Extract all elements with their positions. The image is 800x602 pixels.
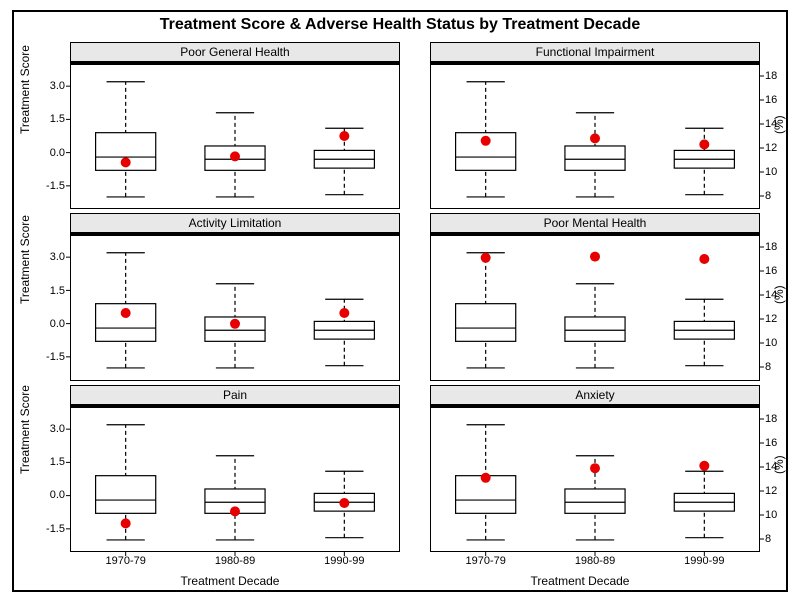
panel-svg [71, 235, 399, 379]
pct-dot [699, 139, 709, 149]
panel-svg [431, 407, 759, 551]
panel-header: Poor General Health [71, 43, 399, 62]
y-left-tick-label: 1.5 [37, 285, 65, 297]
y-left-tick-label: -1.5 [37, 523, 65, 535]
y-right-tick-label: 16 [765, 265, 777, 277]
panel-header: Anxiety [431, 386, 759, 405]
panel-anxiety: Anxiety 810121416181970-791980-891990-99 [430, 385, 760, 552]
pct-dot [481, 136, 491, 146]
panel-svg [71, 407, 399, 551]
y-right-tick-label: 16 [765, 437, 777, 449]
panel-header: Poor Mental Health [431, 214, 759, 233]
panel-functional-impairment: Functional Impairment 81012141618 [430, 42, 760, 209]
y-right-tick-label: 8 [765, 533, 771, 545]
x-axis-label-right: Treatment Decade [420, 574, 740, 588]
pct-dot [481, 253, 491, 263]
y-left-tick-label: 0.0 [37, 318, 65, 330]
pct-dot [339, 308, 349, 318]
box [456, 304, 516, 342]
y-right-tick-label: 16 [765, 94, 777, 106]
y-right-tick-label: 10 [765, 509, 777, 521]
x-tick-label: 1970-79 [96, 555, 156, 567]
box [565, 146, 625, 170]
y-right-tick-label: 14 [765, 289, 777, 301]
pct-dot [121, 157, 131, 167]
x-tick-label: 1980-89 [565, 555, 625, 567]
pct-dot [699, 460, 709, 470]
y-right-tick-label: 10 [765, 166, 777, 178]
pct-dot [590, 133, 600, 143]
box [96, 475, 156, 513]
panel-plot: -1.50.01.53.0 [71, 235, 399, 379]
panels-grid: Poor General Health-1.50.01.53.0Function… [70, 42, 760, 552]
pct-dot [699, 254, 709, 264]
y-left-tick-label: -1.5 [37, 180, 65, 192]
panel-pain: Pain -1.50.01.53.01970-791980-891990-99 [70, 385, 400, 552]
pct-dot [481, 472, 491, 482]
y-right-tick-label: 8 [765, 361, 771, 373]
x-tick-label: 1990-99 [314, 555, 374, 567]
pct-dot [339, 498, 349, 508]
pct-dot [121, 518, 131, 528]
y-left-label-2: Treatment Score [18, 290, 32, 304]
panel-svg [431, 64, 759, 208]
pct-dot [590, 463, 600, 473]
figure-title: Treatment Score & Adverse Health Status … [0, 16, 800, 34]
y-left-tick-label: 0.0 [37, 147, 65, 159]
pct-dot [121, 308, 131, 318]
panel-svg [71, 64, 399, 208]
pct-dot [230, 319, 240, 329]
y-right-tick-label: 8 [765, 190, 771, 202]
y-right-tick-label: 18 [765, 413, 777, 425]
figure-container: Treatment Score & Adverse Health Status … [0, 0, 800, 602]
panel-plot: 81012141618 [431, 235, 759, 379]
pct-dot [590, 252, 600, 262]
panel-svg [431, 235, 759, 379]
panel-plot: 810121416181970-791980-891990-99 [431, 407, 759, 551]
y-right-tick-label: 12 [765, 313, 777, 325]
y-right-tick-label: 10 [765, 337, 777, 349]
y-right-tick-label: 14 [765, 461, 777, 473]
x-tick-label: 1990-99 [674, 555, 734, 567]
panel-header: Functional Impairment [431, 43, 759, 62]
y-left-label-1: Treatment Score [18, 120, 32, 134]
y-right-tick-label: 18 [765, 70, 777, 82]
x-tick-label: 1980-89 [205, 555, 265, 567]
x-axis-label-left: Treatment Decade [70, 574, 390, 588]
panel-poor-mental-health: Poor Mental Health 81012141618 [430, 213, 760, 380]
panel-plot: 81012141618 [431, 64, 759, 208]
y-left-tick-label: 3.0 [37, 80, 65, 92]
panel-poor-general-health: Poor General Health -1.50.01.53.0 [70, 42, 400, 209]
y-right-tick-label: 12 [765, 142, 777, 154]
panel-plot: -1.50.01.53.0 [71, 64, 399, 208]
box [565, 489, 625, 513]
y-left-tick-label: 3.0 [37, 423, 65, 435]
pct-dot [230, 151, 240, 161]
pct-dot [230, 506, 240, 516]
pct-dot [339, 131, 349, 141]
y-right-tick-label: 12 [765, 485, 777, 497]
panel-activity-limitation: Activity Limitation -1.50.01.53.0 [70, 213, 400, 380]
box [565, 317, 625, 341]
panel-plot: -1.50.01.53.01970-791980-891990-99 [71, 407, 399, 551]
y-left-tick-label: 1.5 [37, 456, 65, 468]
y-right-tick-label: 18 [765, 241, 777, 253]
y-left-tick-label: -1.5 [37, 351, 65, 363]
y-right-tick-label: 14 [765, 118, 777, 130]
y-left-tick-label: 0.0 [37, 489, 65, 501]
panel-header: Activity Limitation [71, 214, 399, 233]
x-tick-label: 1970-79 [456, 555, 516, 567]
y-left-tick-label: 3.0 [37, 251, 65, 263]
y-left-tick-label: 1.5 [37, 113, 65, 125]
panel-header: Pain [71, 386, 399, 405]
y-left-label-3: Treatment Score [18, 460, 32, 474]
